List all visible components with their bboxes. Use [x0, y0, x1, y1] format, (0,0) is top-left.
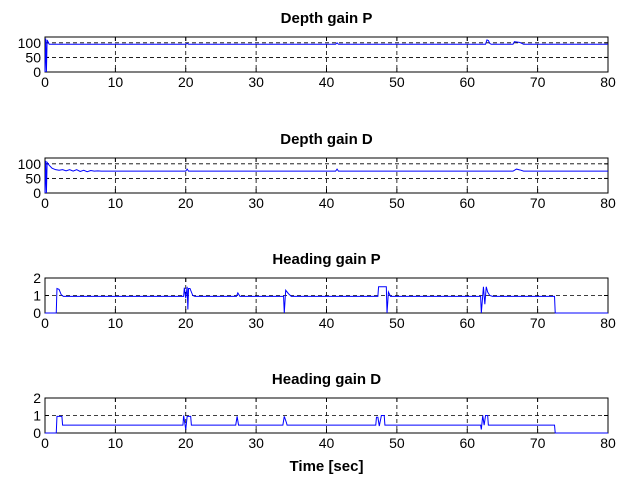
series-line — [45, 415, 608, 434]
x-tick-label: 20 — [178, 315, 194, 331]
y-tick-label: 100 — [18, 156, 42, 172]
x-tick-label: 50 — [389, 435, 405, 451]
series-line — [45, 286, 608, 314]
y-tick-label: 1 — [33, 288, 41, 304]
subplot-title: Depth gain D — [280, 131, 373, 148]
series-line — [44, 160, 608, 194]
x-tick-label: 40 — [319, 74, 335, 90]
x-tick-label: 20 — [178, 74, 194, 90]
x-tick-label: 80 — [600, 435, 616, 451]
x-tick-label: 40 — [319, 315, 335, 331]
x-tick-label: 30 — [248, 315, 264, 331]
x-tick-label: 0 — [41, 195, 49, 211]
x-tick-label: 50 — [389, 195, 405, 211]
x-tick-label: 70 — [530, 315, 546, 331]
series-line — [44, 38, 608, 73]
x-tick-label: 40 — [319, 195, 335, 211]
y-tick-label: 0 — [33, 305, 41, 321]
x-tick-label: 60 — [459, 195, 475, 211]
y-tick-label: 50 — [25, 49, 41, 65]
x-tick-label: 70 — [530, 195, 546, 211]
x-tick-label: 70 — [530, 74, 546, 90]
subplot-title: Heading gain D — [272, 371, 381, 388]
x-tick-label: 80 — [600, 315, 616, 331]
x-tick-label: 10 — [108, 435, 124, 451]
subplot-3: 0 10 20 30 40 50 60 70 80 01 2 Heading gain P — [33, 251, 616, 331]
x-tick-label: 10 — [108, 74, 124, 90]
subplot-title: Heading gain P — [272, 251, 380, 268]
y-tick-label: 2 — [33, 270, 41, 286]
y-tick-label: 0 — [33, 64, 41, 80]
x-tick-label: 30 — [248, 74, 264, 90]
y-tick-label: 0 — [33, 185, 41, 201]
x-tick-label: 10 — [108, 315, 124, 331]
x-tick-label: 60 — [459, 435, 475, 451]
subplot-4: 0 10 20 30 40 50 60 70 80 01 2 Heading gain D Time [… — [33, 371, 616, 475]
x-tick-label: 20 — [178, 435, 194, 451]
x-tick-label: 0 — [41, 435, 49, 451]
y-tick-label: 2 — [33, 390, 41, 406]
y-tick-label: 1 — [33, 408, 41, 424]
x-tick-label: 30 — [248, 195, 264, 211]
x-tick-label: 20 — [178, 195, 194, 211]
x-tick-label: 80 — [600, 74, 616, 90]
x-tick-label: 50 — [389, 315, 405, 331]
x-tick-label: 40 — [319, 435, 335, 451]
x-tick-label: 70 — [530, 435, 546, 451]
x-tick-label: 60 — [459, 74, 475, 90]
x-tick-label: 0 — [41, 315, 49, 331]
x-tick-label: 50 — [389, 74, 405, 90]
x-tick-label: 60 — [459, 315, 475, 331]
x-tick-label: 30 — [248, 435, 264, 451]
x-tick-label: 10 — [108, 195, 124, 211]
subplot-title: Depth gain P — [281, 10, 373, 27]
x-axis-label: Time [sec] — [290, 458, 364, 475]
y-tick-label: 50 — [25, 170, 41, 186]
x-tick-label: 0 — [41, 74, 49, 90]
y-tick-label: 0 — [33, 425, 41, 441]
x-tick-label: 80 — [600, 195, 616, 211]
y-tick-label: 100 — [18, 35, 42, 51]
